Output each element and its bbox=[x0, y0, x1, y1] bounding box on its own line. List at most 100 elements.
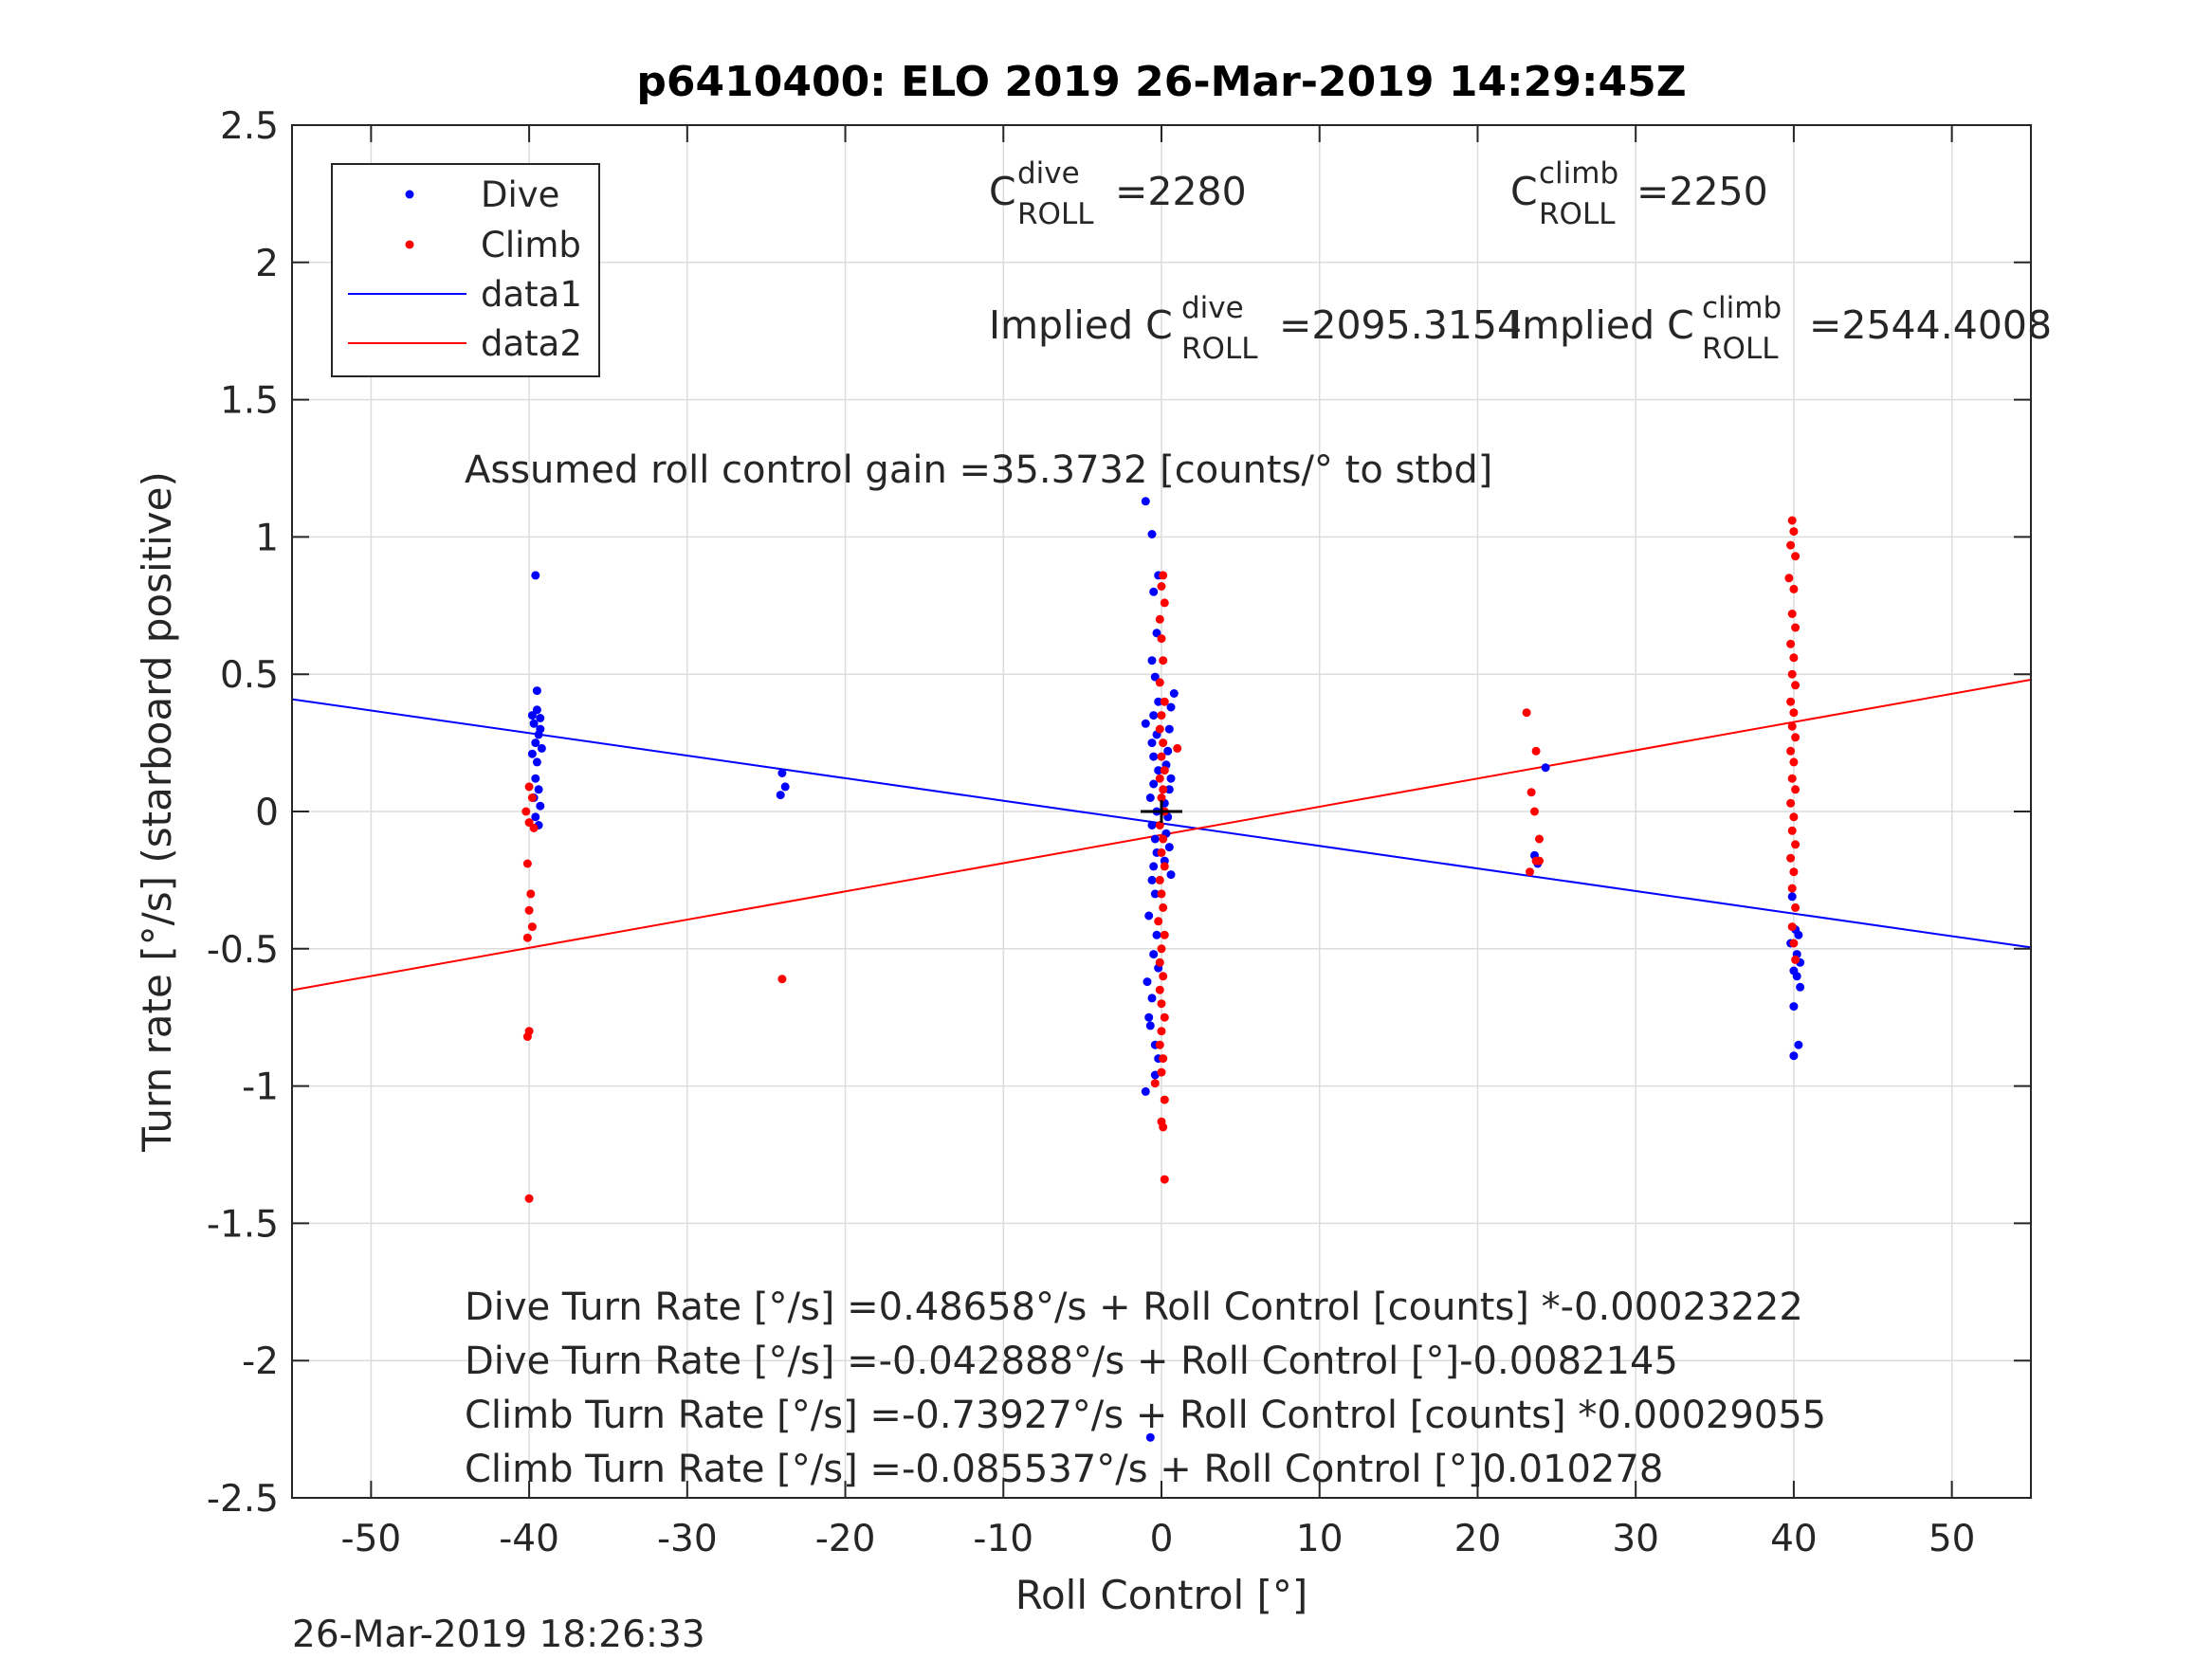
x-tick-label: -50 bbox=[341, 1518, 402, 1560]
climb-point bbox=[1150, 1079, 1160, 1088]
climb-point bbox=[1787, 826, 1797, 835]
climb-point bbox=[1522, 708, 1531, 718]
dive-point bbox=[1164, 785, 1174, 794]
annotation-climb-counts-equation: Climb Turn Rate [°/s] =-0.73927°/s + Rol… bbox=[465, 1394, 1826, 1437]
dive-point bbox=[1794, 930, 1803, 939]
dive-point bbox=[536, 724, 545, 734]
climb-point bbox=[1791, 552, 1801, 561]
climb-point bbox=[527, 793, 537, 802]
climb-point bbox=[1157, 711, 1166, 720]
dive-point bbox=[1147, 530, 1157, 538]
climb-point bbox=[1157, 848, 1166, 857]
dive-point bbox=[1147, 994, 1157, 1003]
climb-point bbox=[1159, 1054, 1168, 1064]
dive-point bbox=[1166, 774, 1176, 783]
climb-point bbox=[1157, 1027, 1166, 1036]
dive-point bbox=[776, 791, 785, 800]
dive-point bbox=[1143, 977, 1152, 987]
climb-point bbox=[1159, 571, 1168, 580]
climb-point bbox=[1160, 1012, 1169, 1022]
climb-point bbox=[1786, 540, 1796, 550]
climb-point bbox=[522, 933, 532, 942]
annotation-dive-degrees-equation: Dive Turn Rate [°/s] =-0.042888°/s + Rol… bbox=[465, 1340, 1678, 1383]
climb-point bbox=[1159, 834, 1168, 844]
y-tick-label: -2 bbox=[242, 1340, 279, 1383]
climb-point bbox=[1786, 798, 1796, 808]
climb-point bbox=[1791, 902, 1801, 912]
climb-point bbox=[1155, 821, 1164, 830]
climb-point bbox=[1789, 757, 1799, 767]
dive-point bbox=[527, 749, 537, 758]
x-tick-label: 40 bbox=[1770, 1518, 1818, 1560]
dive-point bbox=[780, 782, 790, 792]
dive-point bbox=[529, 719, 539, 728]
dive-point bbox=[1147, 821, 1157, 830]
climb-point bbox=[1155, 724, 1164, 734]
climb-point bbox=[522, 859, 532, 868]
dive-point bbox=[1166, 702, 1176, 712]
y-tick-label: 0.5 bbox=[220, 654, 279, 697]
climb-point bbox=[1155, 678, 1164, 687]
legend-data1-label: data1 bbox=[481, 274, 582, 315]
y-axis-label: Turn rate [°/s] (starboard positive) bbox=[134, 471, 180, 1153]
climb-point bbox=[1789, 939, 1799, 948]
climb-point bbox=[1157, 999, 1166, 1009]
climb-point bbox=[1157, 634, 1166, 644]
climb-point bbox=[1157, 752, 1166, 761]
climb-point bbox=[524, 1194, 534, 1203]
impl-dive-val: =2095.3154 bbox=[1267, 302, 1522, 348]
legend-dive-label: Dive bbox=[481, 174, 559, 215]
c-climb-val: =2250 bbox=[1624, 169, 1768, 214]
impl-dive-main: Implied C bbox=[989, 302, 1173, 348]
x-tick-label: 20 bbox=[1454, 1518, 1502, 1560]
x-tick-label: -20 bbox=[815, 1518, 876, 1560]
dive-point bbox=[1141, 1086, 1150, 1096]
climb-point bbox=[1789, 653, 1799, 663]
c-climb-main: C bbox=[1510, 169, 1538, 214]
timestamp: 26-Mar-2019 18:26:33 bbox=[292, 1613, 705, 1656]
climb-point bbox=[527, 922, 537, 932]
dive-point bbox=[1145, 793, 1155, 802]
dive-point bbox=[777, 769, 787, 777]
climb-point bbox=[777, 975, 787, 984]
y-tick-label: 0 bbox=[255, 792, 279, 834]
climb-point bbox=[1789, 584, 1799, 593]
dive-point bbox=[1149, 711, 1159, 720]
x-tick-label: 50 bbox=[1929, 1518, 1976, 1560]
dive-point bbox=[1169, 689, 1179, 698]
dive-point bbox=[1164, 843, 1174, 852]
dive-point bbox=[1145, 1432, 1155, 1442]
dive-point bbox=[1147, 656, 1157, 665]
climb-point bbox=[1157, 889, 1166, 899]
y-tick-label: 1.5 bbox=[220, 380, 279, 423]
dive-point bbox=[1145, 1021, 1155, 1030]
climb-point bbox=[1787, 774, 1797, 783]
impl-climb-val: =2544.4008 bbox=[1797, 302, 2052, 348]
climb-point bbox=[1791, 623, 1801, 632]
climb-point bbox=[1786, 639, 1796, 648]
dive-point bbox=[1154, 766, 1163, 775]
dive-point bbox=[1787, 892, 1797, 902]
dive-point bbox=[531, 738, 540, 748]
climb-point bbox=[1159, 1122, 1168, 1132]
dive-point bbox=[1789, 1002, 1799, 1012]
dive-point bbox=[1147, 875, 1157, 884]
climb-point bbox=[1791, 733, 1801, 742]
climb-point bbox=[1786, 697, 1796, 706]
climb-point bbox=[1787, 922, 1797, 932]
dive-point bbox=[1150, 834, 1160, 844]
x-tick-label: -30 bbox=[657, 1518, 718, 1560]
x-axis-label: Roll Control [°] bbox=[1015, 1572, 1308, 1618]
climb-point bbox=[1160, 1175, 1169, 1184]
climb-point bbox=[1155, 1040, 1164, 1049]
climb-point bbox=[1160, 598, 1169, 608]
climb-point bbox=[521, 807, 531, 816]
y-tick-label: -1.5 bbox=[207, 1203, 279, 1246]
climb-point bbox=[524, 905, 534, 915]
x-tick-label: 10 bbox=[1296, 1518, 1344, 1560]
x-tick-labels: -50 -40 -30 -20 -10 0 10 20 30 40 50 bbox=[341, 1518, 1976, 1560]
climb-point bbox=[1159, 656, 1168, 665]
fit-line-data2 bbox=[291, 679, 2032, 992]
dive-point bbox=[532, 705, 541, 715]
dive-point bbox=[1792, 972, 1801, 981]
